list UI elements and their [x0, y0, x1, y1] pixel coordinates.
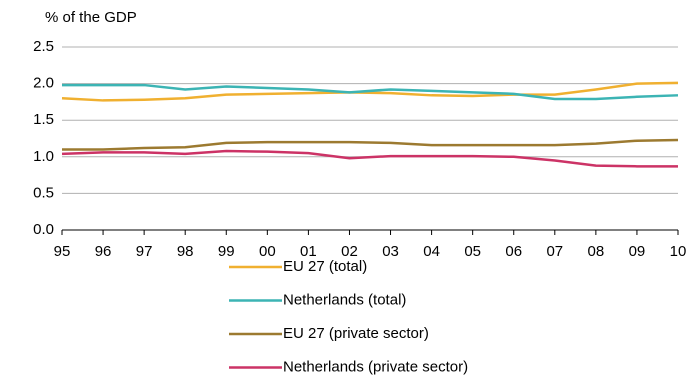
- y-axis-label: % of the GDP: [45, 9, 137, 26]
- legend-label: EU 27 (total): [283, 258, 367, 275]
- y-tick-label: 1.5: [33, 111, 54, 128]
- legend-label: Netherlands (private sector): [283, 358, 468, 375]
- x-tick-label: 95: [54, 243, 71, 260]
- series-line: [62, 83, 679, 101]
- y-tick-label: 0.5: [33, 184, 54, 201]
- x-tick-label: 04: [423, 243, 440, 260]
- series-line: [62, 138, 679, 151]
- x-tick-label: 96: [95, 243, 112, 260]
- x-tick-label: 97: [136, 243, 153, 260]
- y-tick-label: 1.0: [33, 148, 54, 165]
- legend-label: EU 27 (private sector): [283, 325, 429, 342]
- x-tick-label: 09: [629, 243, 646, 260]
- x-tick-label: 02: [341, 243, 358, 260]
- x-tick-label: 03: [382, 243, 399, 260]
- x-tick-label: 98: [177, 243, 194, 260]
- y-tick-label: 2.5: [33, 38, 54, 55]
- y-tick-label: 0.0: [33, 221, 54, 238]
- x-tick-label: 01: [300, 243, 317, 260]
- x-tick-label: 10: [670, 243, 687, 260]
- x-tick-label: 00: [259, 243, 276, 260]
- series-line: [61, 81, 679, 102]
- x-tick-label: 07: [546, 243, 563, 260]
- y-tick-label: 2.0: [33, 75, 54, 92]
- series-line: [61, 149, 678, 168]
- x-tick-label: 06: [505, 243, 522, 260]
- x-tick-label: 99: [218, 243, 235, 260]
- x-tick-label: 08: [588, 243, 605, 260]
- x-tick-label: 05: [464, 243, 481, 260]
- legend-label: Netherlands (total): [283, 291, 406, 308]
